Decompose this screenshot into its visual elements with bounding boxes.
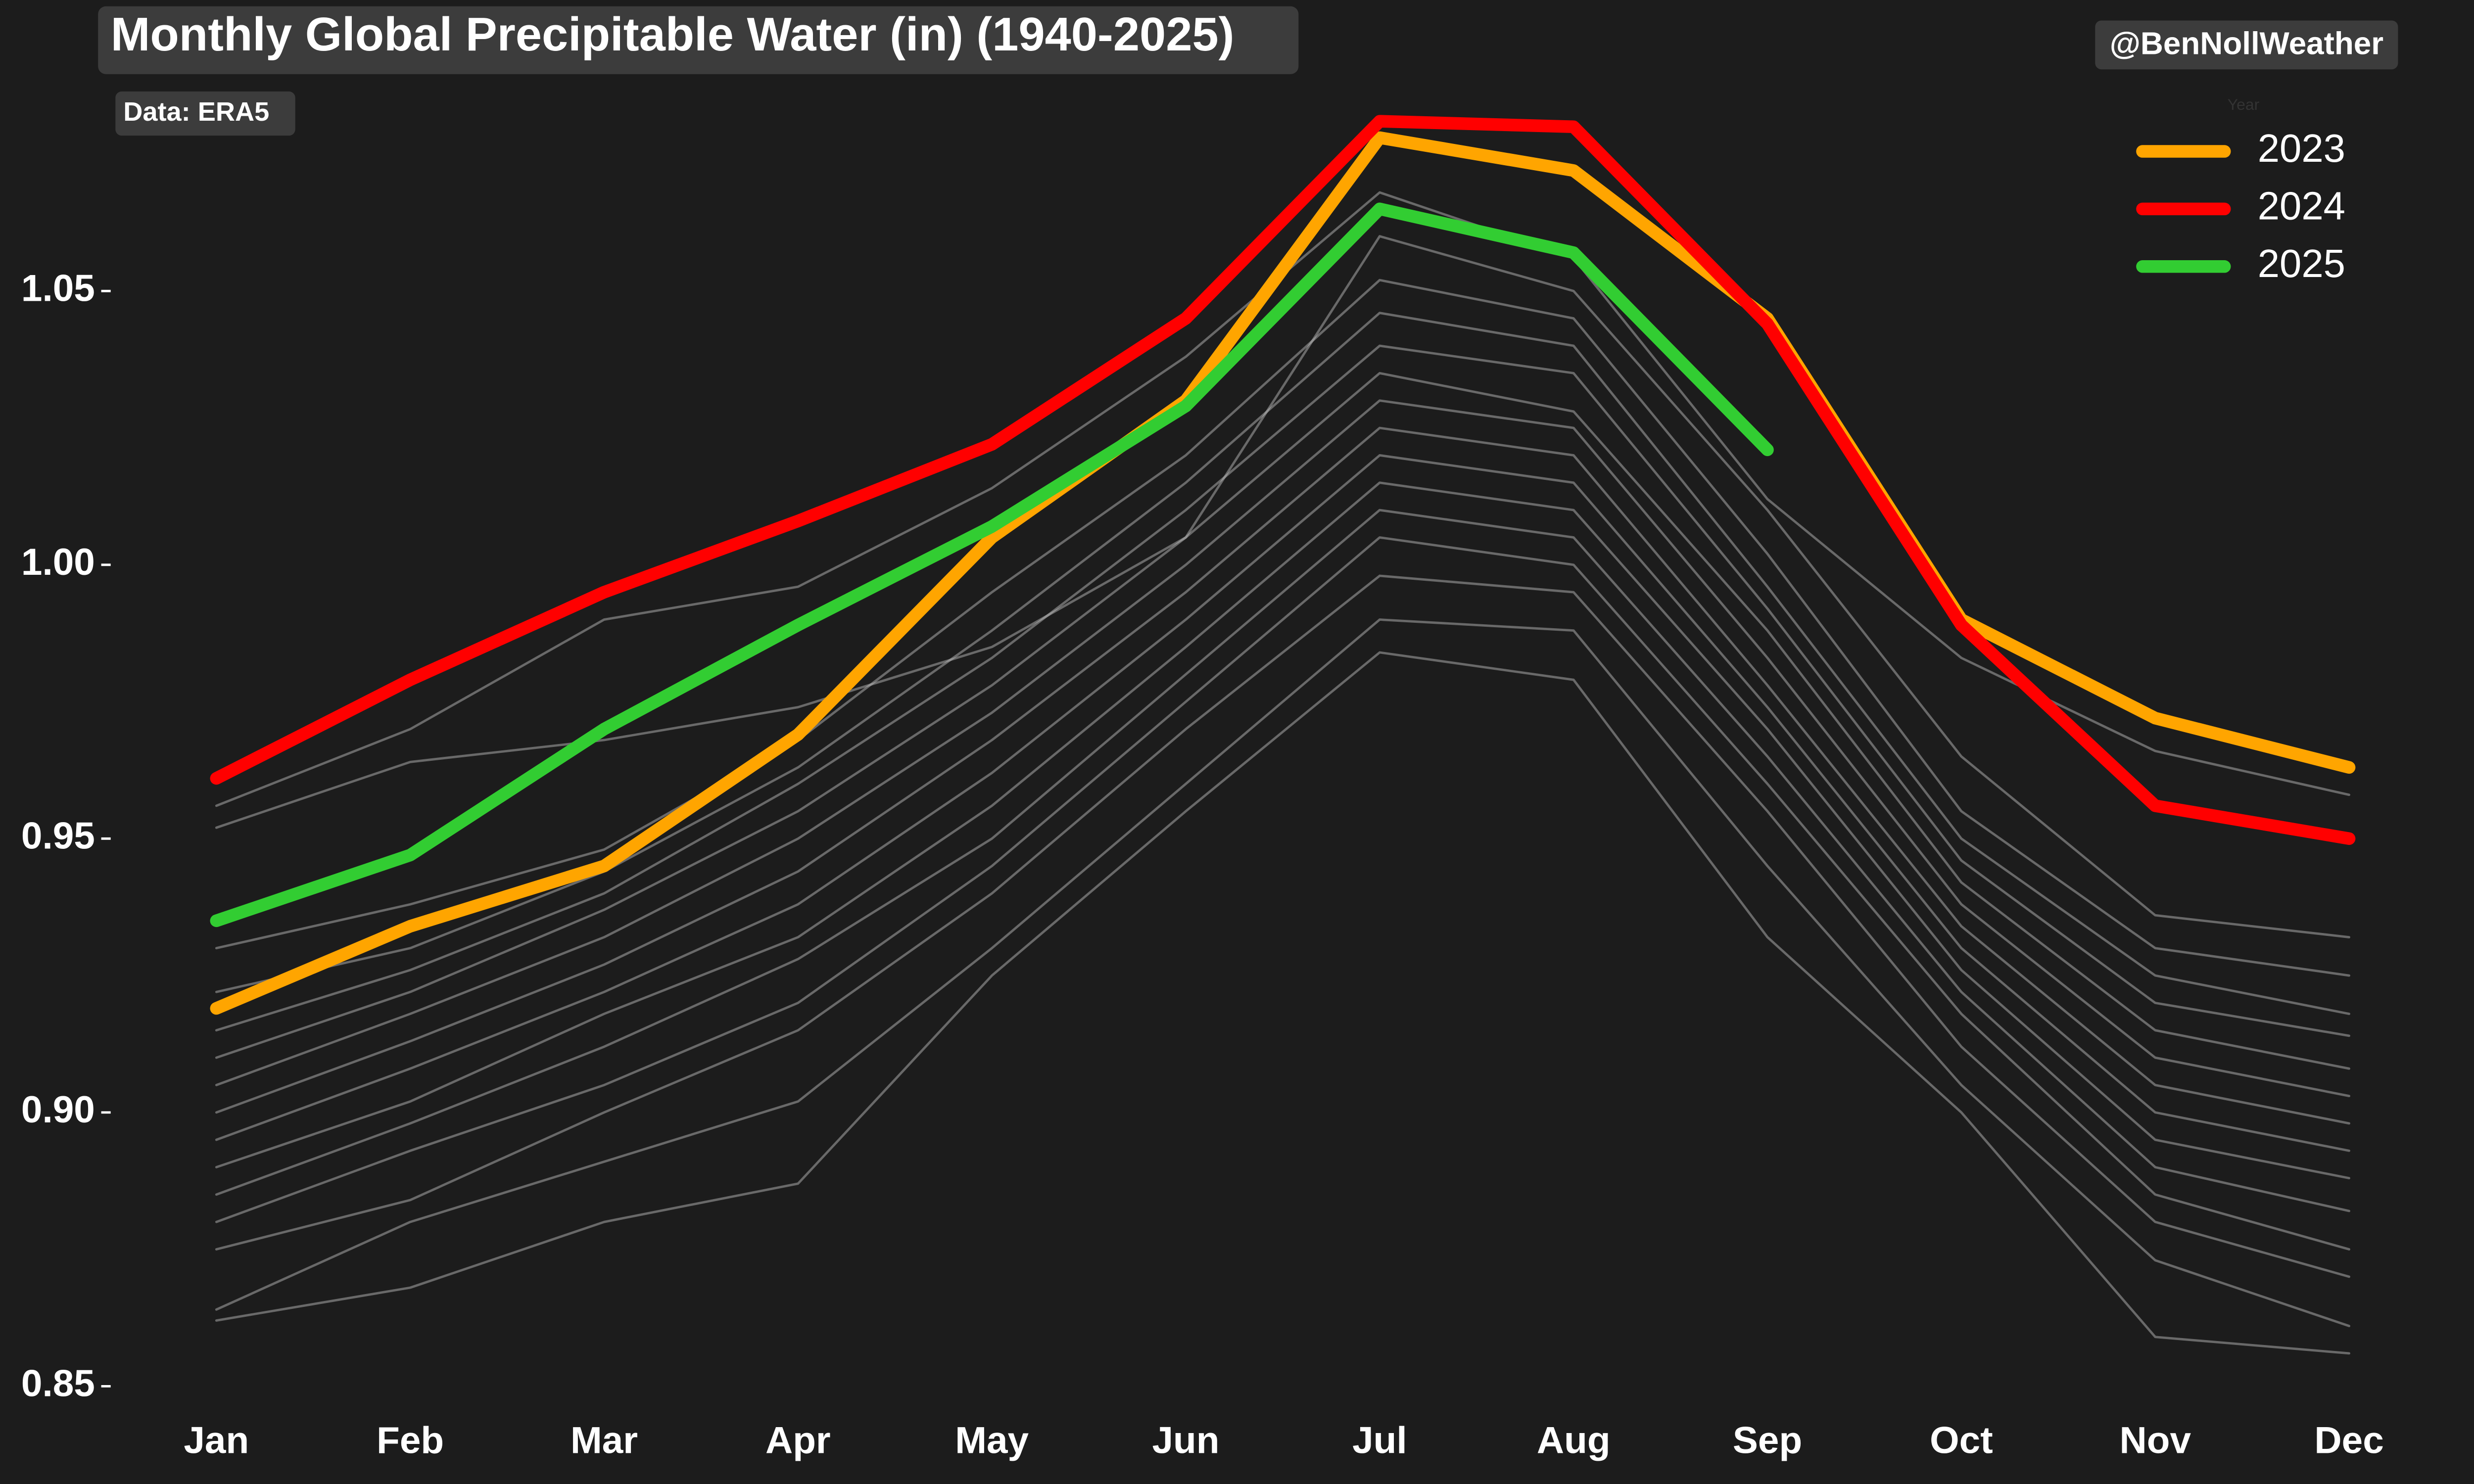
subtitle-box [115,91,295,136]
background-line [215,618,2350,1327]
background-line [215,574,2350,1278]
credit-box [2095,20,2398,70]
background-line [215,344,2350,1037]
x-tick-label: May [955,1419,1029,1461]
subtitle: Data: ERA5 [123,97,269,127]
background-line [215,399,2350,1098]
x-tick-label: Jun [1152,1419,1220,1461]
x-tick-label: Dec [2314,1419,2383,1461]
background-line [215,426,2350,1125]
legend-title: Year [2228,95,2260,113]
background-line [215,651,2350,1355]
legend-label: 2023 [2258,126,2345,170]
chart-title: Monthly Global Precipitable Water (in) (… [111,8,1235,61]
credit: @BenNollWeather [2110,25,2383,61]
x-tick-label: Jul [1352,1419,1407,1461]
y-tick-label: 0.95 [21,815,95,857]
background-line [215,536,2350,1251]
x-tick-label: Sep [1733,1419,1802,1461]
background-line [215,312,2350,1015]
title-box [98,6,1299,74]
y-tick-label: 0.85 [21,1363,95,1405]
background-line [215,509,2350,1212]
legend-label: 2024 [2258,184,2345,228]
y-tick-label: 0.90 [21,1089,95,1131]
background-line [215,454,2350,1152]
x-tick-label: Jan [184,1419,249,1461]
legend-label: 2025 [2258,241,2345,285]
background-line [215,481,2350,1180]
series-line [210,202,1774,928]
background-line [215,278,2350,977]
y-tick-label: 1.05 [21,268,95,310]
x-tick-label: Mar [571,1419,638,1461]
x-tick-label: Feb [377,1419,444,1461]
background-line [215,371,2350,1070]
series-line [210,131,2356,1015]
x-tick-label: Apr [765,1419,831,1461]
x-tick-label: Oct [1930,1419,1993,1461]
x-tick-label: Aug [1537,1419,1611,1461]
x-tick-label: Nov [2119,1419,2191,1461]
series-line [210,115,2356,845]
y-tick-label: 1.00 [21,541,95,583]
